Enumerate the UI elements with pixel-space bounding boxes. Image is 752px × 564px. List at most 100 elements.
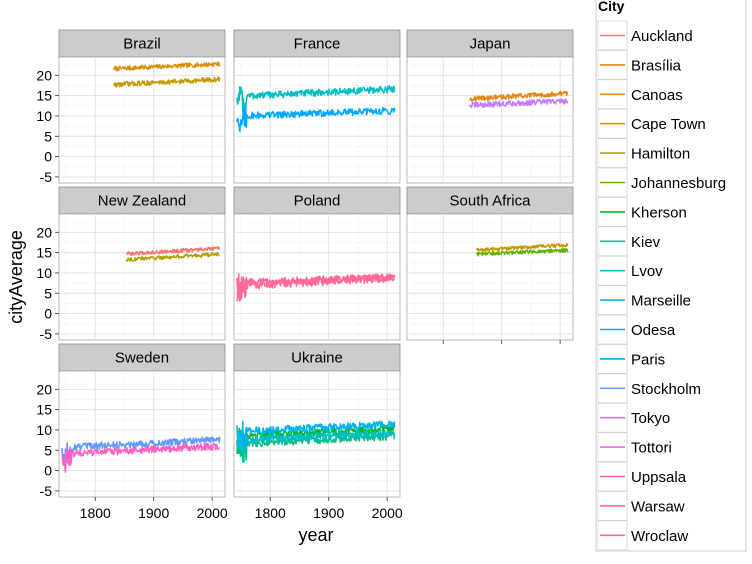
strip-header (233, 343, 401, 372)
legend-item: Kiev (597, 226, 661, 257)
series-line-tottori (469, 90, 569, 102)
series-line-hamilton (125, 251, 220, 262)
series-line-marseille (236, 85, 396, 113)
legend-item: Marseille (597, 285, 691, 315)
y-axis-title: cityAverage (6, 230, 26, 324)
x-axis-title: year (298, 525, 333, 545)
legend-item: Auckland (597, 20, 693, 51)
legend-label: Brasília (631, 57, 682, 74)
legend-label: Warsaw (631, 498, 685, 515)
strip-label: South Africa (450, 193, 532, 210)
facet-panel: Sweden -5 0 5 10 15 20 1800 1900 2000 (36, 343, 228, 521)
y-tick-label: 5 (44, 285, 52, 301)
facet-panel: New Zealand -5 0 5 10 15 20 (36, 186, 226, 342)
legend-item: Stockholm (597, 373, 701, 404)
legend-item: Hamilton (597, 138, 690, 168)
y-tick-label: 15 (36, 402, 52, 418)
series-line-bras-lia (113, 61, 221, 72)
legend-label: Johannesburg (631, 175, 726, 192)
strip-label: Japan (470, 36, 511, 53)
series-line-uppsala (61, 442, 221, 473)
strip-label: Brazil (123, 36, 161, 53)
x-tick-label: 1800 (255, 505, 286, 521)
legend-item: Paris (597, 344, 665, 374)
y-tick-label: -5 (40, 326, 53, 342)
x-tick-label: 1900 (313, 505, 344, 521)
legend-item: Brasília (597, 50, 682, 80)
strip-header (58, 343, 226, 372)
legend-item: Canoas (597, 79, 683, 110)
legend-title: City (598, 0, 625, 14)
x-tick-label: 1800 (80, 505, 111, 521)
legend-label: Wroclaw (631, 528, 688, 545)
panel-background (58, 56, 226, 184)
legend-label: Cape Town (631, 116, 706, 133)
legend: City Auckland Brasília Canoas Cape Town Hami… (595, 0, 747, 552)
y-tick-label: 10 (36, 422, 52, 438)
strip-header (58, 186, 226, 215)
legend-label: Stockholm (631, 381, 701, 398)
legend-label: Hamilton (631, 146, 690, 163)
y-tick-label: -5 (40, 483, 53, 499)
y-tick-label: 15 (36, 88, 52, 104)
legend-items: Auckland Brasília Canoas Cape Town Hamilton J… (597, 20, 726, 551)
legend-item: Uppsala (597, 461, 687, 492)
legend-label: Auckland (631, 28, 693, 45)
legend-label: Lvov (631, 263, 663, 280)
legend-label: Tottori (631, 440, 672, 457)
legend-item: Tokyo (597, 402, 670, 433)
panel-background (233, 56, 401, 184)
facet-panel: France (233, 29, 401, 184)
strip-label: Poland (294, 193, 341, 210)
x-tick-label: 2000 (197, 505, 228, 521)
legend-label: Tokyo (631, 410, 670, 427)
legend-item: Johannesburg (597, 167, 726, 198)
legend-item: Tottori (597, 432, 672, 462)
legend-item: Odesa (597, 314, 676, 345)
series-line-canoas (113, 76, 221, 88)
strip-label: Sweden (115, 350, 169, 367)
strip-header (233, 186, 401, 215)
facet-panel: Japan (406, 29, 574, 184)
legend-label: Odesa (631, 322, 676, 339)
y-tick-label: 20 (36, 67, 52, 83)
legend-item: Wroclaw (597, 520, 688, 551)
panel-background (58, 213, 226, 341)
series-line-stockholm (61, 436, 221, 467)
strip-header (406, 29, 574, 58)
legend-label: Uppsala (631, 469, 687, 486)
legend-item: Cape Town (597, 108, 706, 139)
legend-label: Paris (631, 351, 665, 368)
strip-header (233, 29, 401, 58)
strip-label: Ukraine (291, 350, 343, 367)
legend-item: Kherson (597, 197, 687, 227)
series-line-auckland (126, 246, 221, 257)
y-tick-label: -5 (40, 169, 53, 185)
legend-item: Lvov (597, 255, 663, 286)
y-tick-label: 10 (36, 108, 52, 124)
strip-label: New Zealand (98, 193, 186, 210)
y-tick-label: 20 (36, 224, 52, 240)
series-line-lvov (236, 429, 396, 454)
panel-background (406, 56, 574, 184)
y-tick-label: 15 (36, 245, 52, 261)
x-tick-label: 1900 (138, 505, 169, 521)
panel-background (58, 370, 226, 498)
series-line-paris (236, 106, 396, 133)
legend-label: Marseille (631, 293, 691, 310)
y-tick-label: 20 (36, 381, 52, 397)
legend-label: Kiev (631, 234, 661, 251)
y-tick-label: 5 (44, 442, 52, 458)
series-line-cape-town (475, 243, 569, 253)
facet-panel: Ukraine 1800 1900 2000 (233, 343, 403, 521)
series-line-tokyo (468, 98, 569, 109)
y-tick-label: 0 (44, 306, 52, 322)
strip-label: France (294, 36, 341, 53)
facet-panel: Brazil -5 0 5 10 15 20 (36, 29, 226, 185)
y-tick-label: 5 (44, 128, 52, 144)
strip-header (58, 29, 226, 58)
y-tick-label: 0 (44, 149, 52, 165)
legend-item: Warsaw (597, 491, 685, 521)
series-line-wroclaw (236, 273, 396, 302)
